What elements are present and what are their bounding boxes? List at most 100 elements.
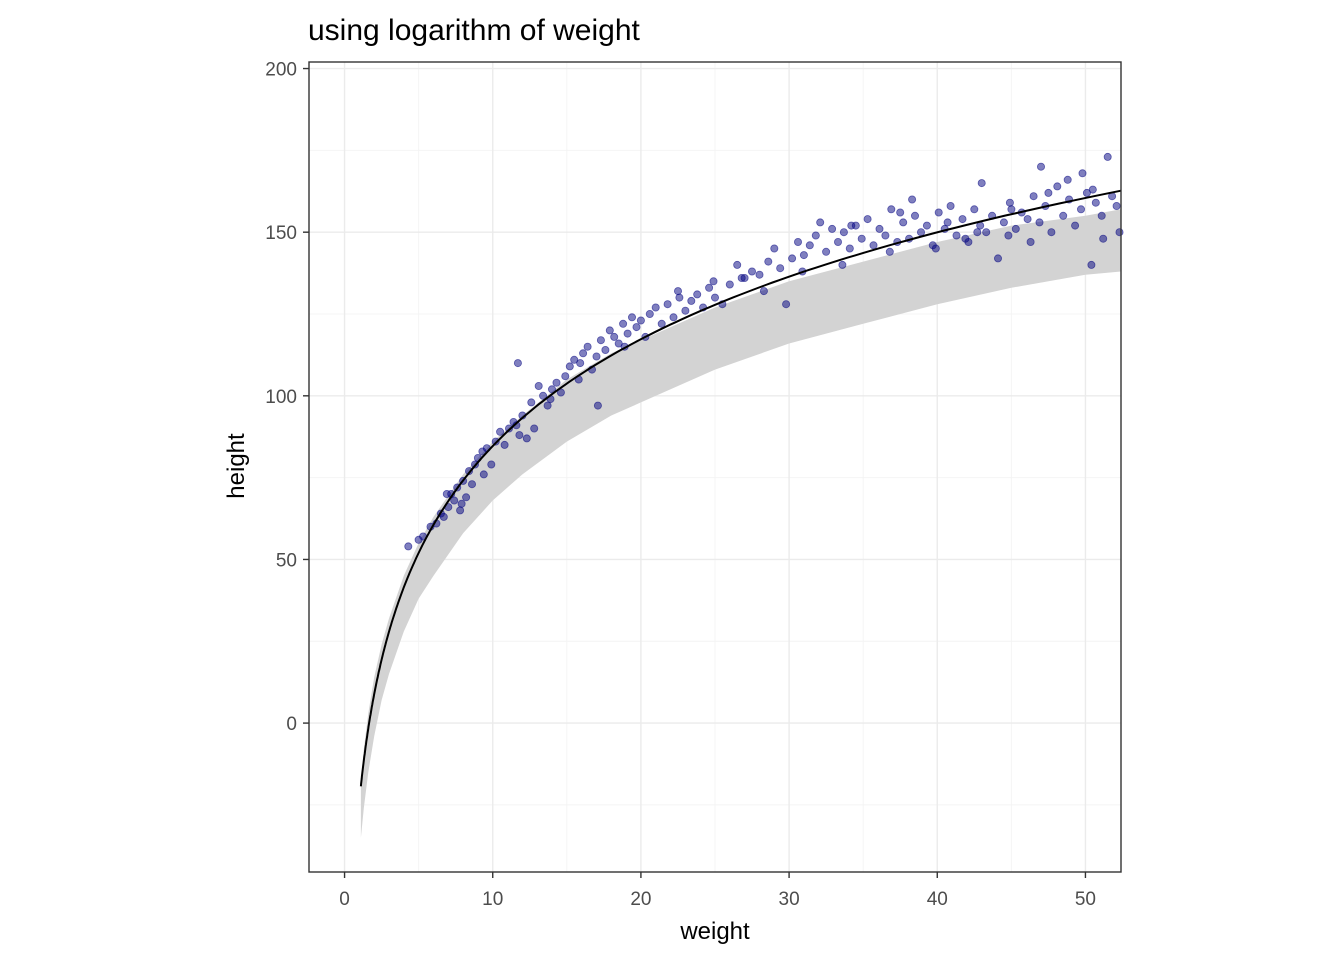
data-point — [623, 329, 632, 338]
x-tick-label: 20 — [630, 889, 651, 910]
data-point — [764, 257, 773, 266]
data-point — [958, 215, 967, 224]
data-point — [794, 237, 803, 246]
data-point — [885, 247, 894, 256]
data-point — [1011, 224, 1020, 233]
data-point — [674, 287, 683, 296]
data-point — [530, 424, 539, 433]
data-point — [1059, 211, 1068, 220]
data-point — [1071, 221, 1080, 230]
y-tick-label: 50 — [276, 550, 297, 571]
data-point — [799, 251, 808, 260]
data-point — [479, 470, 488, 479]
data-point — [875, 224, 884, 233]
data-point — [596, 336, 605, 345]
data-point — [982, 228, 991, 237]
data-point — [593, 401, 602, 410]
data-point — [1053, 182, 1062, 191]
data-point — [961, 234, 970, 243]
data-point — [725, 280, 734, 289]
data-point — [1063, 175, 1072, 184]
data-point — [628, 313, 637, 322]
data-point — [952, 231, 961, 240]
data-point — [487, 460, 496, 469]
data-point — [457, 499, 466, 508]
data-point — [663, 300, 672, 309]
data-point — [500, 440, 509, 449]
data-point — [838, 260, 847, 269]
data-point — [994, 254, 1003, 263]
data-point — [579, 349, 588, 358]
data-point — [822, 247, 831, 256]
chart-title: using logarithm of weight — [308, 14, 641, 47]
data-point — [1004, 231, 1013, 240]
data-point — [645, 309, 654, 318]
y-tick-label: 0 — [286, 714, 297, 735]
data-point — [834, 237, 843, 246]
data-point — [496, 427, 505, 436]
data-point — [619, 319, 628, 328]
data-point — [467, 480, 476, 489]
data-point — [881, 231, 890, 240]
data-point — [539, 391, 548, 400]
y-tick-label: 200 — [265, 60, 297, 81]
data-point — [1035, 218, 1044, 227]
y-axis: 0 50 100 150 200 — [265, 60, 309, 735]
data-point — [552, 378, 561, 387]
panel-border — [308, 61, 1122, 873]
data-point — [543, 401, 552, 410]
x-tick-label: 50 — [1075, 889, 1096, 910]
data-point — [748, 267, 757, 276]
data-point — [1091, 198, 1100, 207]
data-point — [504, 424, 513, 433]
data-point — [632, 323, 641, 332]
data-point — [896, 208, 905, 217]
data-point — [788, 254, 797, 263]
data-point — [973, 228, 982, 237]
data-point — [450, 496, 459, 505]
data-point — [845, 244, 854, 253]
x-tick-label: 0 — [339, 889, 350, 910]
data-point — [1029, 192, 1038, 201]
data-point — [651, 303, 660, 312]
data-point — [439, 512, 448, 521]
y-tick-label: 100 — [265, 387, 297, 408]
data-point — [515, 431, 524, 440]
data-point — [705, 283, 714, 292]
data-point — [782, 300, 791, 309]
data-point — [970, 205, 979, 214]
data-point — [1087, 260, 1096, 269]
x-tick-label: 10 — [482, 889, 503, 910]
y-tick-label: 150 — [265, 223, 297, 244]
data-point — [1082, 188, 1091, 197]
data-point — [1026, 237, 1035, 246]
data-point — [733, 260, 742, 269]
data-point — [1112, 201, 1121, 210]
grid — [309, 62, 1121, 872]
data-point — [759, 287, 768, 296]
data-point — [943, 218, 952, 227]
data-point — [811, 231, 820, 240]
data-point — [605, 326, 614, 335]
data-point — [636, 316, 645, 325]
data-point — [583, 342, 592, 351]
data-point — [922, 221, 931, 230]
data-point — [681, 306, 690, 315]
data-point — [931, 244, 940, 253]
data-points — [404, 152, 1124, 551]
y-axis-title: height — [223, 433, 250, 499]
data-point — [462, 493, 471, 502]
data-point — [534, 381, 543, 390]
data-point — [908, 195, 917, 204]
data-point — [899, 218, 908, 227]
data-point — [977, 179, 986, 188]
data-point — [737, 273, 746, 282]
data-point — [1023, 215, 1032, 224]
data-point — [755, 270, 764, 279]
fit-curve — [359, 189, 1122, 787]
data-point — [709, 277, 718, 286]
data-point — [839, 228, 848, 237]
data-point — [776, 264, 785, 273]
data-point — [693, 290, 702, 299]
